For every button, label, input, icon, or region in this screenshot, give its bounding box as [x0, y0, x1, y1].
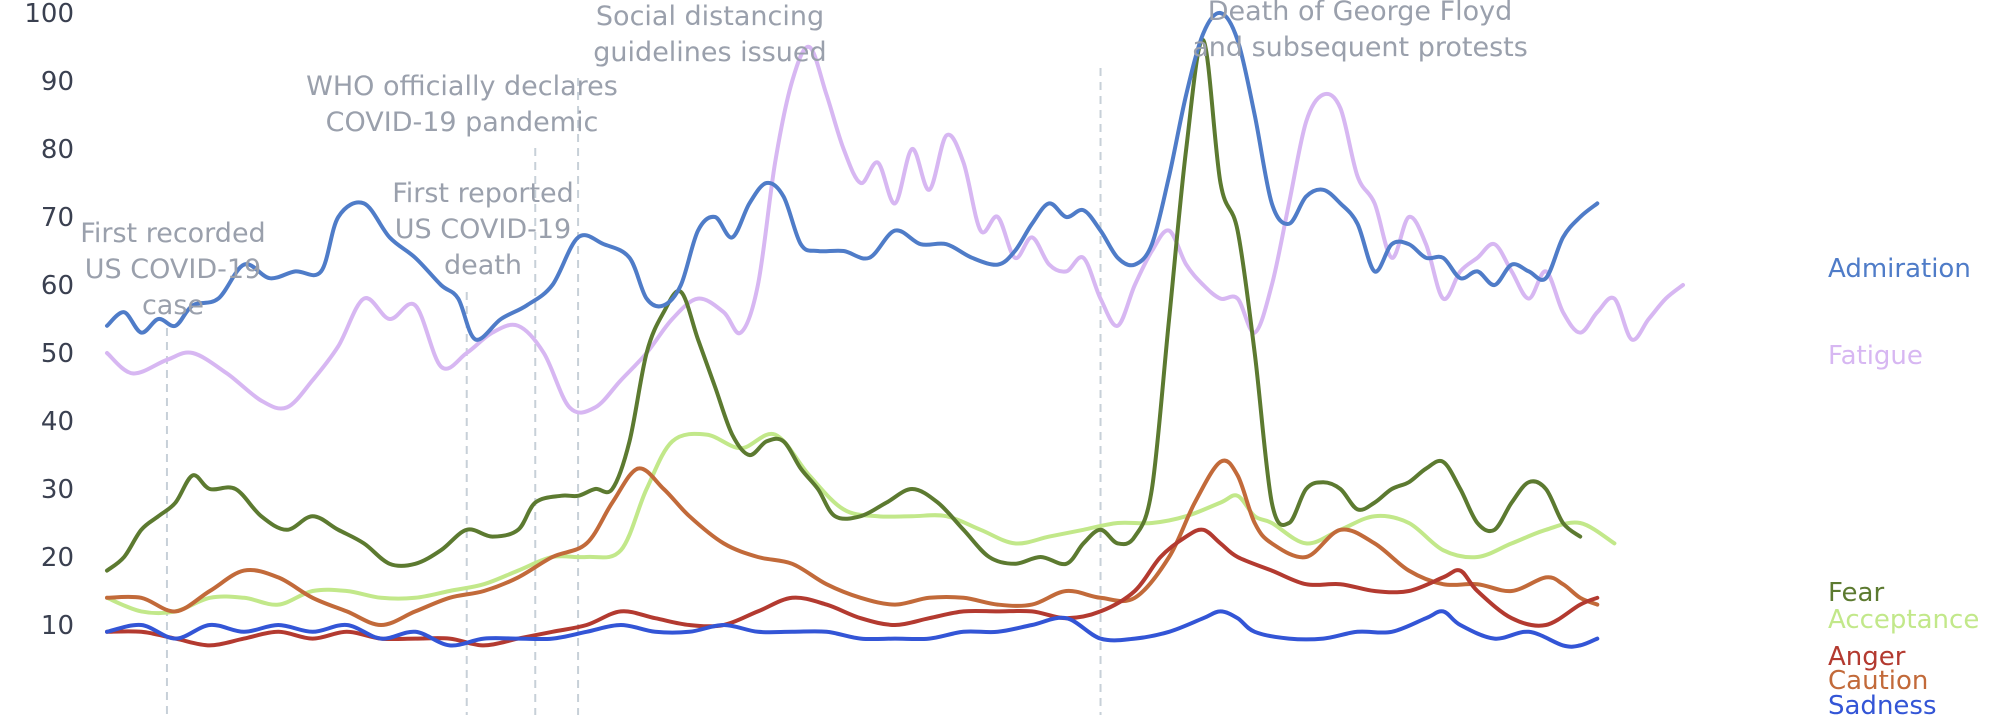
- event-annotation-text: Social distancing: [596, 1, 824, 32]
- event-annotation-text: and subsequent protests: [1192, 32, 1528, 63]
- event-annotations: First recorded US COVID-19 case First repor…: [80, 0, 1528, 321]
- series-label-anger: Anger: [1828, 642, 1906, 672]
- series-label-caution: Caution: [1828, 666, 1928, 696]
- series-line-caution: [105, 458, 1600, 627]
- y-tick-label: 100: [24, 0, 74, 29]
- y-tick-label: 30: [41, 475, 74, 505]
- y-tick-label: 80: [41, 135, 74, 165]
- series-line-fear: [105, 38, 1583, 573]
- event-annotation-text: death: [444, 250, 522, 281]
- series-label-sadness: Sadness: [1828, 691, 1937, 715]
- series-label-fatigue: Fatigue: [1828, 341, 1923, 371]
- y-tick-label: 50: [41, 339, 74, 369]
- series-line-admiration: [105, 10, 1600, 342]
- y-tick-label: 40: [41, 407, 74, 437]
- event-annotation-text: First recorded: [80, 218, 265, 249]
- event-annotation-text: US COVID-19: [85, 254, 261, 285]
- series-label-acceptance: Acceptance: [1828, 605, 1979, 635]
- event-markers: [165, 68, 1102, 715]
- series-lines: [105, 10, 1685, 649]
- event-annotation-text: case: [142, 290, 204, 321]
- series-label-fear: Fear: [1828, 578, 1884, 608]
- y-tick-label: 90: [41, 67, 74, 97]
- y-tick-label: 10: [41, 611, 74, 641]
- event-annotation-text: COVID-19 pandemic: [326, 107, 599, 138]
- y-tick-label: 60: [41, 271, 74, 301]
- series-line-sadness: [105, 609, 1600, 649]
- event-annotation-text: First reported: [392, 178, 574, 209]
- y-tick-label: 70: [41, 203, 74, 233]
- event-annotation-text: Death of George Floyd: [1208, 0, 1513, 27]
- series-line-fatigue: [105, 44, 1685, 415]
- event-annotation-text: US COVID-19: [395, 214, 571, 245]
- event-annotation-text: guidelines issued: [593, 37, 826, 68]
- series-line-acceptance: [105, 431, 1617, 616]
- event-annotation-text: WHO officially declares: [306, 71, 618, 102]
- y-axis-ticks: 10 20 30 40 50 60 70 80 90 100: [24, 0, 74, 641]
- series-label-admiration: Admiration: [1828, 254, 1971, 284]
- y-tick-label: 20: [41, 543, 74, 573]
